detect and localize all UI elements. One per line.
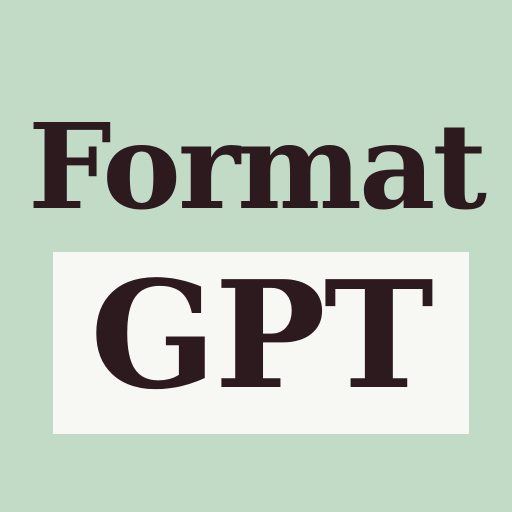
logo-gpt-box: GPT	[53, 252, 469, 434]
logo-word-format: Format	[27, 97, 487, 236]
logo-word-gpt: GPT	[90, 248, 434, 422]
